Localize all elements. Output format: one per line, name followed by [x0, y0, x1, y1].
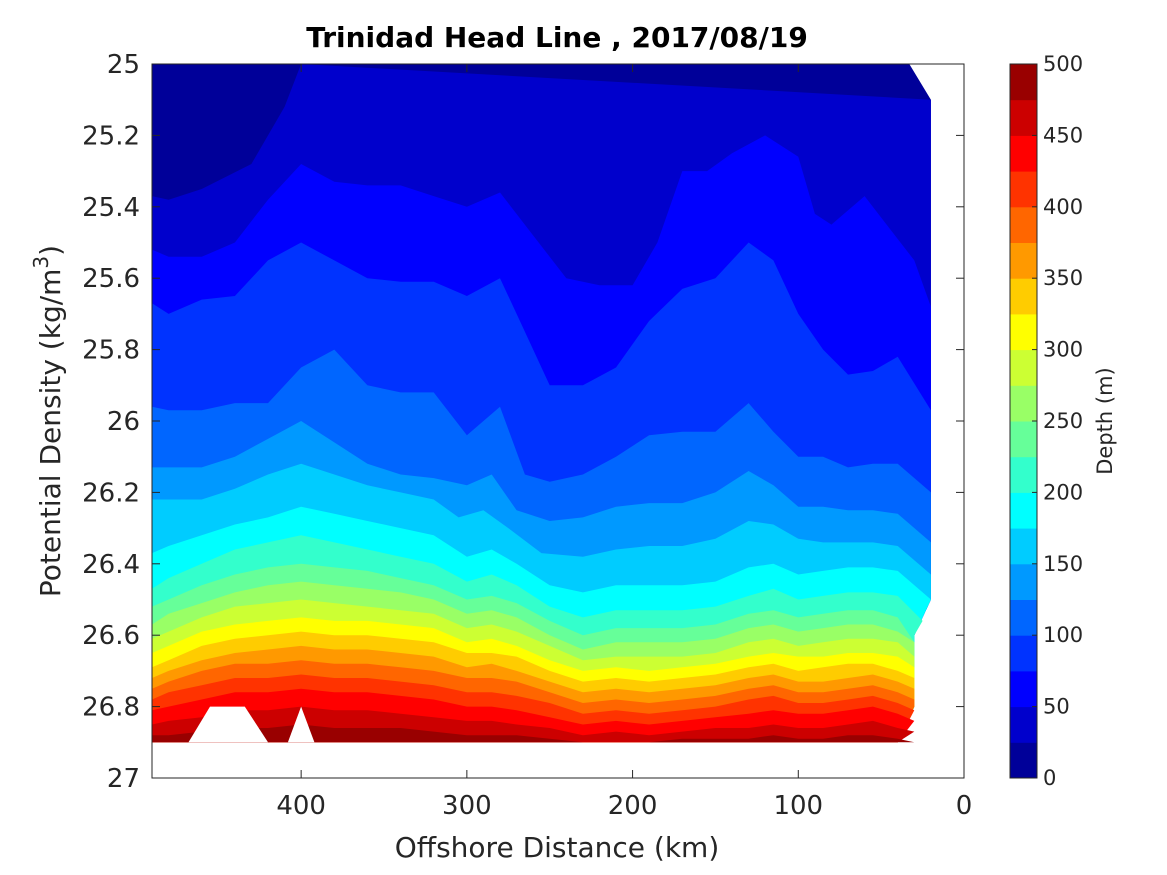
colorbar-segment [1010, 706, 1037, 743]
x-tick-label: 300 [442, 791, 492, 821]
x-axis: 400 300 200 100 0 [276, 64, 972, 821]
colorbar-tick-label: 200 [1043, 480, 1083, 504]
y-axis: 25 25.2 25.4 25.6 25.8 26 26.2 26.4 26.6 26.8 27 [82, 50, 964, 794]
data-gap-0 [188, 706, 268, 743]
colorbar-segment [1010, 313, 1037, 351]
y-axis-label: Potential Density (kg/m3) [29, 245, 67, 597]
contour-bands [152, 64, 931, 743]
y-tick-label: 26.8 [82, 693, 140, 723]
y-axis-label-superscript: 3 [29, 256, 53, 269]
colorbar-segment [1010, 456, 1037, 493]
colorbar-label: Depth (m) [1093, 367, 1117, 474]
colorbar [1010, 64, 1037, 779]
x-tick-label: 200 [608, 791, 658, 821]
chart-title: Trinidad Head Line , 2017/08/19 [306, 21, 808, 54]
colorbar-tick-label: 300 [1043, 338, 1083, 362]
x-tick-label: 400 [276, 791, 326, 821]
colorbar-segment [1010, 349, 1037, 386]
colorbar-segment [1010, 599, 1037, 636]
colorbar-segment [1010, 563, 1037, 600]
colorbar-segment [1010, 635, 1037, 672]
colorbar-tick-label: 250 [1043, 409, 1083, 433]
colorbar-tick-label: 100 [1043, 623, 1083, 647]
colorbar-segment [1010, 385, 1037, 422]
colorbar-segment [1010, 528, 1037, 565]
contour-band-19 [152, 724, 915, 743]
y-tick-label: 26.6 [82, 621, 140, 651]
colorbar-segment [1010, 171, 1037, 208]
y-tick-label: 26 [107, 407, 140, 437]
colorbar-tick-label: 0 [1043, 766, 1056, 790]
colorbar-tick-label: 350 [1043, 266, 1083, 290]
colorbar-tick-label: 50 [1043, 695, 1070, 719]
colorbar-segment [1010, 64, 1037, 101]
colorbar-tick-label: 400 [1043, 195, 1083, 219]
colorbar-segment [1010, 492, 1037, 529]
y-axis-label-close: ) [34, 245, 67, 256]
data-gap-1 [287, 706, 315, 743]
colorbar-segment [1010, 670, 1037, 708]
y-tick-label: 25.6 [82, 264, 140, 294]
colorbar-ticks: 0 50 100 150 200 250 300 350 400 450 500 [1032, 52, 1083, 790]
colorbar-tick-label: 500 [1043, 52, 1083, 76]
y-tick-label: 25 [107, 50, 140, 80]
colorbar-segment [1010, 99, 1037, 136]
y-tick-label: 25.2 [82, 121, 140, 151]
x-tick-label: 0 [956, 791, 973, 821]
y-tick-label: 26.4 [82, 550, 140, 580]
colorbar-tick-label: 150 [1043, 552, 1083, 576]
y-tick-label: 26.2 [82, 478, 140, 508]
colorbar-segment [1010, 206, 1037, 243]
x-axis-label: Offshore Distance (km) [395, 831, 720, 864]
y-tick-label: 25.4 [82, 193, 140, 223]
colorbar-segment [1010, 242, 1037, 279]
y-tick-label: 25.8 [82, 336, 140, 366]
y-tick-label: 27 [107, 764, 140, 794]
colorbar-segment [1010, 135, 1037, 172]
x-tick-label: 100 [773, 791, 823, 821]
colorbar-segment [1010, 278, 1037, 315]
colorbar-segment [1010, 742, 1037, 779]
y-axis-label-main: Potential Density (kg/m [34, 269, 67, 598]
colorbar-segment [1010, 421, 1037, 458]
colorbar-tick-label: 450 [1043, 123, 1083, 147]
